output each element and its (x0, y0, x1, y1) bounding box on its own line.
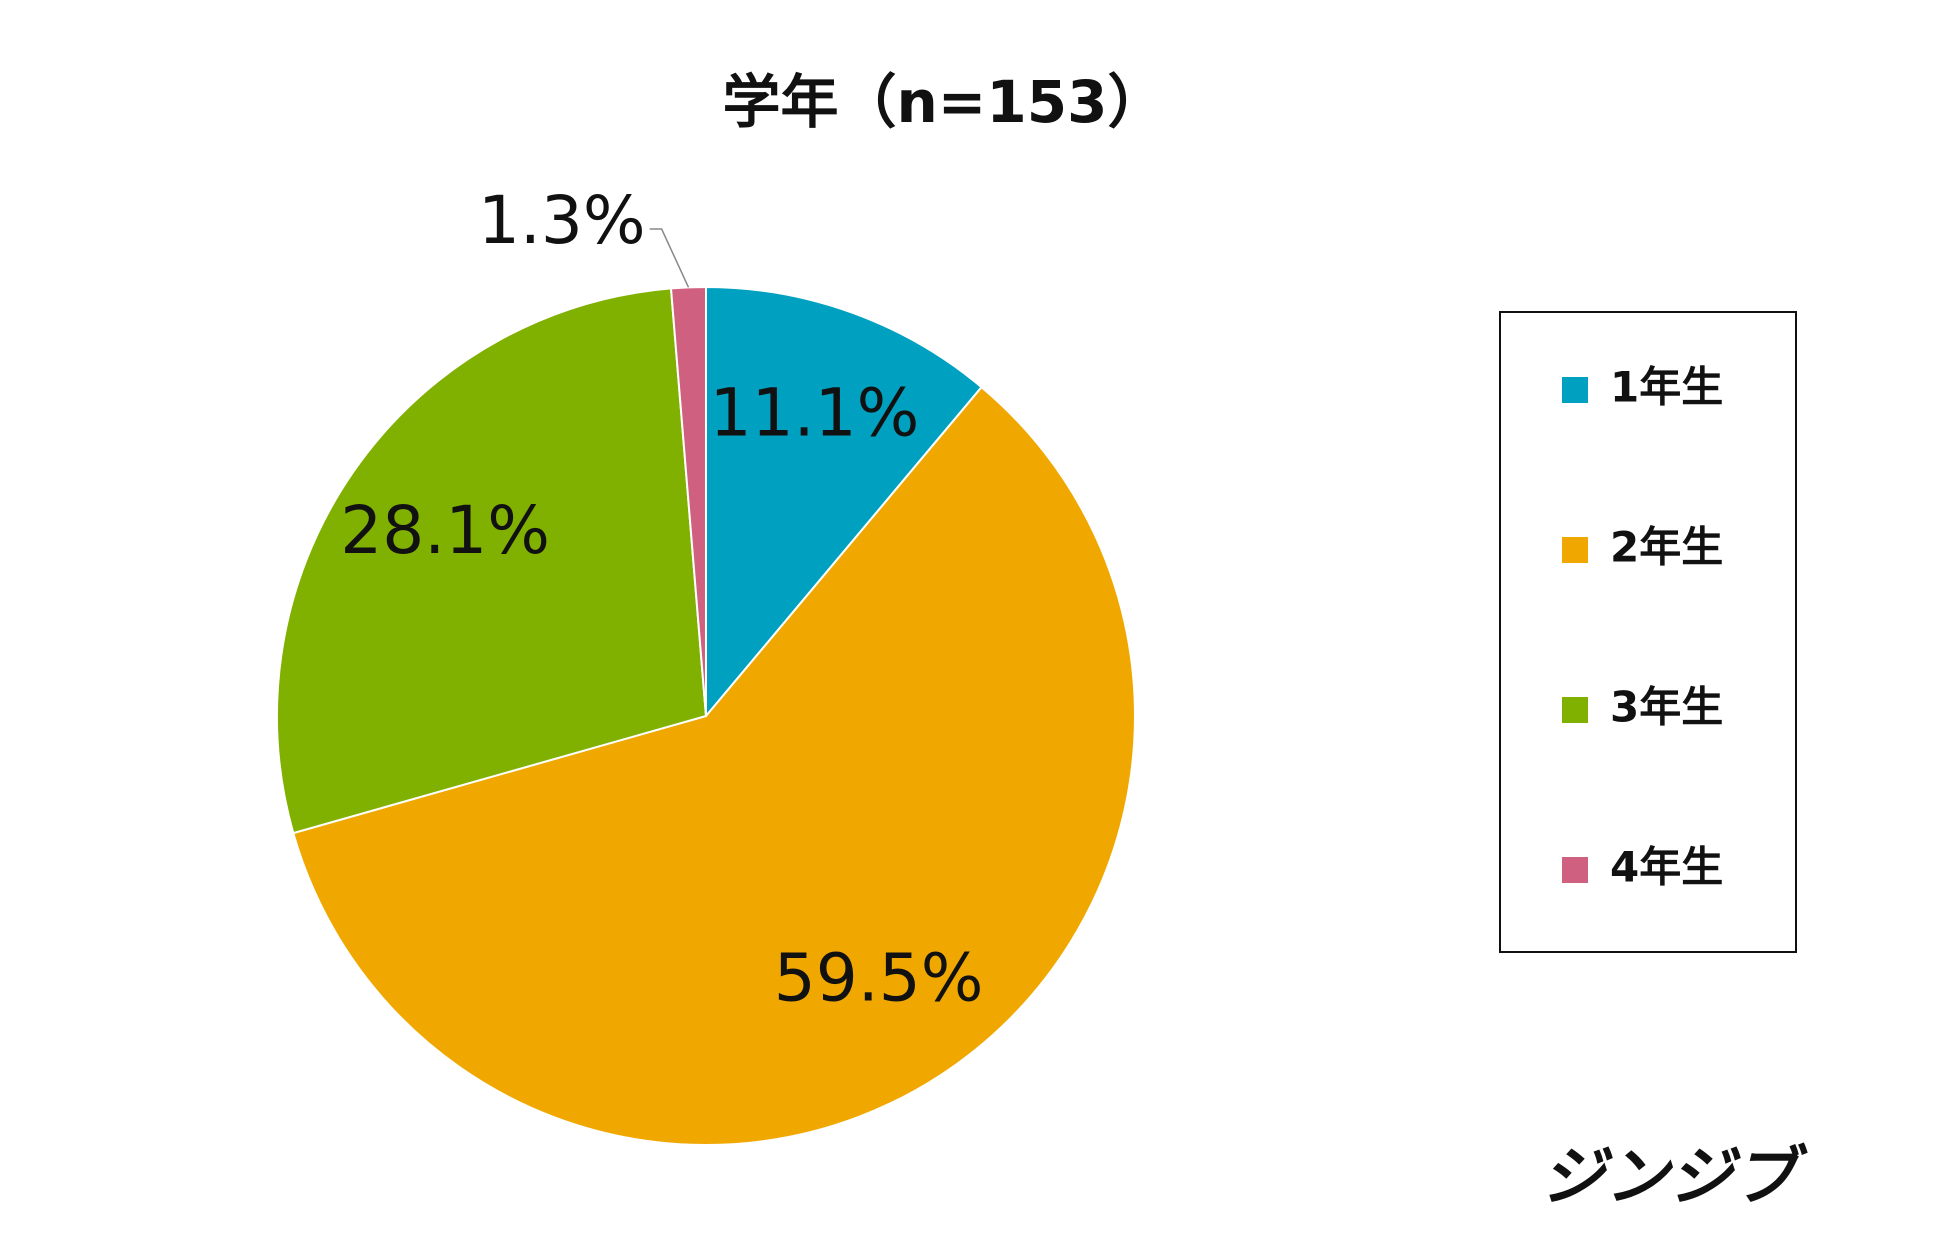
legend-label: 1年生 (1610, 363, 1723, 412)
legend-swatch (1562, 537, 1588, 563)
logo: ジンジブ (1541, 1141, 1808, 1215)
data-label: 1.3% (478, 182, 646, 259)
data-label: 11.1% (710, 375, 920, 452)
legend-box (1499, 311, 1797, 953)
legend-label: 3年生 (1610, 683, 1723, 732)
legend-label: 4年生 (1610, 843, 1723, 892)
pie-slice (276, 287, 708, 835)
chart-title: 学年（n=153） (723, 68, 1166, 136)
legend-label: 2年生 (1610, 523, 1723, 572)
legend-swatch (1562, 697, 1588, 723)
legend-swatch (1562, 857, 1588, 883)
data-label: 28.1% (340, 492, 550, 569)
data-label: 59.5% (774, 939, 984, 1016)
leader-line (649, 228, 690, 288)
pie-slice (705, 285, 983, 719)
pie-slice (292, 385, 1136, 1146)
legend-swatch (1562, 377, 1588, 403)
